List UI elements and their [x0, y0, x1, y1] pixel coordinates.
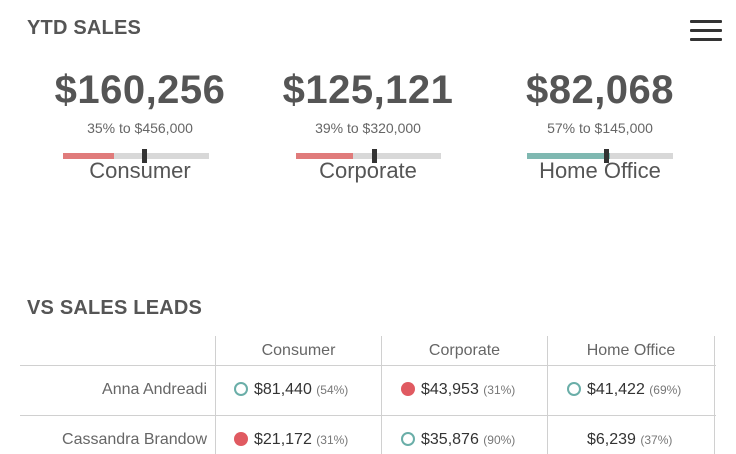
kpi-home-office[interactable]: $82,068 57% to $145,000 Home Office: [485, 66, 715, 184]
kpi-value: $160,256: [54, 68, 226, 112]
cell-percent: (54%): [316, 383, 349, 397]
kpi-segment-label: Consumer: [89, 158, 191, 183]
cell-amount: $43,953: [421, 381, 479, 398]
table-cell[interactable]: $35,876 (90%): [401, 431, 515, 449]
target-marker: [604, 149, 609, 163]
hamburger-menu-icon[interactable]: [688, 17, 724, 45]
cell-percent: (31%): [483, 383, 516, 397]
cell-amount: $6,239: [587, 431, 636, 448]
cell-amount: $21,172: [254, 431, 312, 448]
progress-fill: [296, 153, 353, 159]
kpi-consumer[interactable]: $160,256 35% to $456,000 Consumer: [25, 66, 255, 184]
kpi-target: 35% to $456,000: [87, 120, 193, 136]
target-marker: [142, 149, 147, 163]
kpi-segment-label: Home Office: [539, 158, 661, 183]
column-header-corporate[interactable]: Corporate: [428, 342, 501, 359]
kpi-target: 39% to $320,000: [315, 120, 421, 136]
col-divider: [714, 336, 715, 454]
vs-sales-leads-title: VS SALES LEADS: [27, 297, 203, 319]
cell-percent: (69%): [649, 383, 682, 397]
progress-fill: [63, 153, 115, 159]
on-target-ring-icon: [401, 432, 415, 446]
no-status-icon: [567, 432, 581, 446]
column-header-home-office[interactable]: Home Office: [586, 342, 676, 359]
col-divider: [215, 336, 216, 454]
kpi-segment-label: Corporate: [319, 158, 417, 183]
row-divider: [20, 365, 716, 366]
table-cell[interactable]: $41,422 (69%): [567, 381, 681, 399]
col-divider: [547, 336, 548, 454]
table-cell[interactable]: $81,440 (54%): [234, 381, 348, 399]
cell-percent: (31%): [316, 433, 349, 447]
progress-bar-consumer: [63, 149, 209, 163]
cell-amount: $81,440: [254, 381, 312, 398]
column-header-consumer[interactable]: Consumer: [261, 342, 336, 359]
table-cell[interactable]: $21,172 (31%): [234, 431, 348, 449]
below-target-dot-icon: [234, 432, 248, 446]
row-header-cassandra-brandow[interactable]: Cassandra Brandow: [62, 431, 207, 448]
ytd-sales-title: YTD SALES: [27, 17, 142, 39]
cell-amount: $35,876: [421, 431, 479, 448]
on-target-ring-icon: [567, 382, 581, 396]
row-divider: [20, 415, 716, 416]
kpi-target: 57% to $145,000: [547, 120, 653, 136]
table-cell[interactable]: $6,239 (37%): [567, 431, 672, 449]
kpi-value: $125,121: [282, 68, 454, 112]
table-cell[interactable]: $43,953 (31%): [401, 381, 515, 399]
on-target-ring-icon: [234, 382, 248, 396]
progress-bar-home-office: [527, 149, 673, 163]
kpi-corporate[interactable]: $125,121 39% to $320,000 Corporate: [253, 66, 483, 184]
progress-bar-corporate: [296, 149, 441, 163]
target-marker: [372, 149, 377, 163]
kpi-value: $82,068: [525, 68, 675, 112]
cell-amount: $41,422: [587, 381, 645, 398]
below-target-dot-icon: [401, 382, 415, 396]
sales-leads-table: Consumer Corporate Home Office Anna Andr…: [20, 336, 716, 454]
col-divider: [381, 336, 382, 454]
progress-fill: [527, 153, 611, 159]
cell-percent: (90%): [483, 433, 516, 447]
cell-percent: (37%): [640, 433, 673, 447]
row-header-anna-andreadi[interactable]: Anna Andreadi: [102, 381, 207, 398]
